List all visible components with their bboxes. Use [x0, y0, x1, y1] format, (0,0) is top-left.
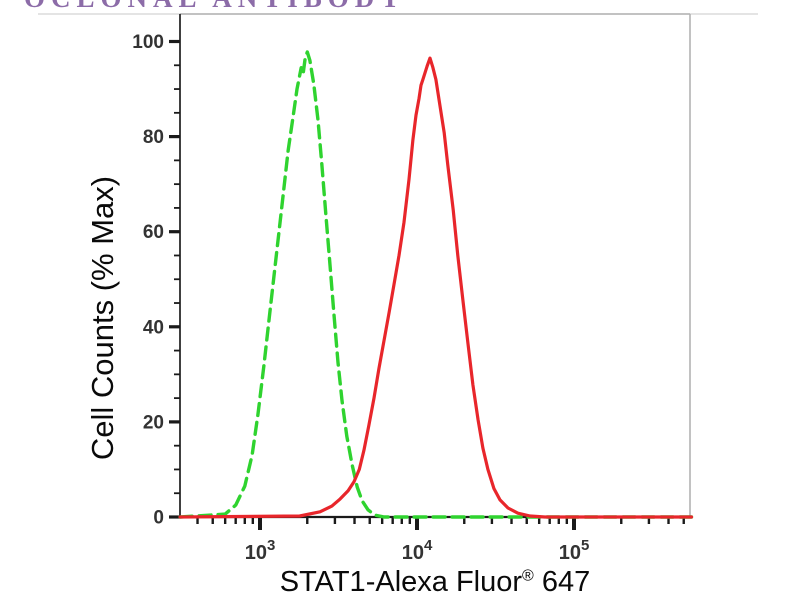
y-tick-label: 100: [132, 32, 164, 53]
x-axis-title: STAT1-Alexa Fluor® 647: [180, 566, 690, 599]
x-axis-title-suffix: 647: [533, 566, 591, 598]
control-curve: [178, 50, 694, 519]
x-tick-label: 103: [245, 537, 276, 564]
x-tick-label: 104: [402, 537, 433, 564]
registered-trademark-symbol: ®: [522, 567, 534, 585]
y-tick-label: 60: [143, 222, 164, 243]
y-tick-label: 0: [153, 508, 164, 529]
watermark: OCLONAL ANTIBODY: [24, 0, 444, 12]
y-axis-title: Cell Counts (% Max): [85, 175, 120, 461]
x-tick-label: 105: [559, 537, 590, 564]
y-tick-label: 40: [143, 317, 164, 338]
stat1-curve: [178, 56, 694, 519]
watermark-text: OCLONAL ANTIBODY: [24, 0, 444, 12]
x-axis-title-main: STAT1-Alexa Fluor: [279, 566, 523, 598]
y-tick-label: 20: [143, 412, 164, 433]
y-tick-label: 80: [143, 127, 164, 148]
